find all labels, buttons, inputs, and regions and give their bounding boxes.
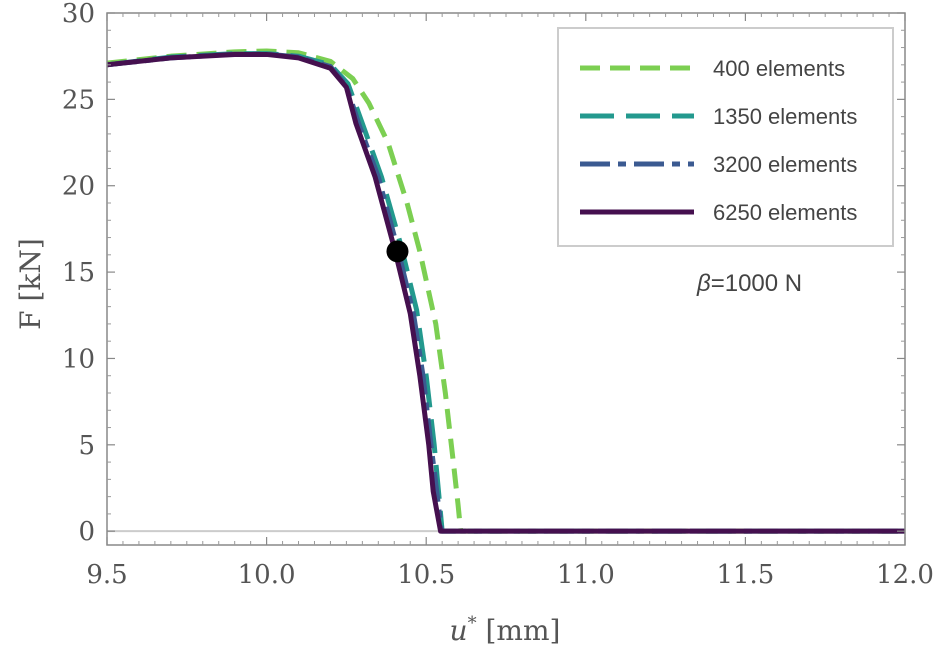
legend-label: 400 elements (713, 56, 845, 81)
x-axis-unit: [mm] (477, 614, 561, 647)
y-tick-label: 5 (78, 431, 95, 461)
y-tick-label: 25 (62, 85, 95, 115)
beta-value: =1000 N (711, 270, 802, 297)
y-tick-label: 30 (62, 0, 95, 29)
x-tick-label: 10.5 (397, 560, 455, 590)
x-tick-label: 12.0 (876, 560, 934, 590)
legend-label: 1350 elements (713, 104, 857, 129)
x-tick-label: 10.0 (238, 560, 296, 590)
y-tick-label: 0 (78, 517, 95, 547)
legend-label: 3200 elements (713, 152, 857, 177)
y-tick-label: 20 (62, 172, 95, 202)
y-tick-label: 15 (62, 258, 95, 288)
x-axis-symbol: u (450, 614, 468, 647)
beta-annotation: β=1000 N (696, 270, 802, 297)
beta-symbol: β (696, 270, 711, 297)
series-line-0 (106, 48, 905, 534)
marker-point (386, 240, 409, 263)
x-tick-label: 11.5 (716, 560, 774, 590)
x-axis-superscript: * (468, 613, 477, 634)
x-axis-label: u* [mm] (450, 613, 561, 647)
tick-layer: 9.5 10.0 10.5 11.0 11.5 12.0 0 5 10 15 20 25 30 (62, 0, 934, 590)
x-tick-label: 11.0 (557, 560, 615, 590)
x-tick-label: 9.5 (86, 560, 127, 590)
y-tick-label: 10 (62, 344, 95, 374)
legend: 400 elements 1350 elements 3200 elements 62… (557, 27, 894, 247)
legend-label: 6250 elements (713, 200, 857, 225)
y-axis-label: F [kN] (14, 238, 47, 330)
series-layer (106, 48, 905, 534)
series-line-3 (106, 51, 905, 534)
